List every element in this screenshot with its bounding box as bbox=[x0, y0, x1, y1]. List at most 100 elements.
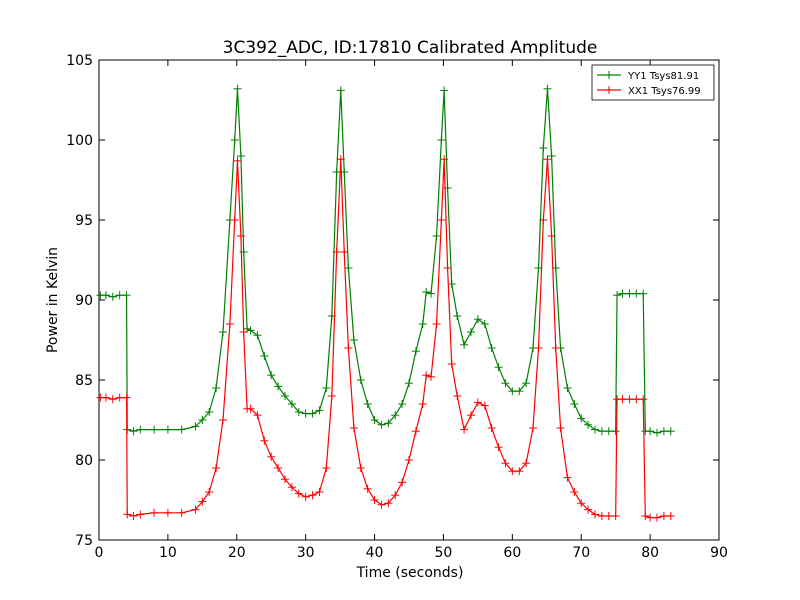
data-point-marker bbox=[212, 464, 221, 472]
data-point-marker bbox=[625, 289, 634, 298]
data-point-marker bbox=[177, 425, 186, 434]
data-point-marker bbox=[391, 491, 400, 500]
data-point-marker bbox=[570, 400, 579, 408]
data-point-marker bbox=[294, 489, 303, 498]
data-point-marker bbox=[494, 443, 503, 452]
data-point-marker bbox=[591, 510, 599, 519]
data-point-marker bbox=[473, 398, 482, 407]
y-tick-label: 100 bbox=[66, 133, 93, 149]
data-point-marker bbox=[440, 86, 449, 95]
data-point-marker bbox=[267, 371, 276, 380]
legend-entry: XX1 Tsys76.99 bbox=[597, 86, 701, 97]
data-point-marker bbox=[163, 508, 172, 517]
data-point-marker bbox=[122, 393, 131, 402]
data-point-marker bbox=[123, 510, 132, 519]
x-axis-ticks: 0 10 20 30 40 50 60 70 80 90 bbox=[95, 60, 728, 561]
data-point-marker bbox=[547, 152, 556, 160]
data-point-marker bbox=[239, 328, 248, 336]
data-point-marker bbox=[327, 392, 336, 400]
data-point-marker bbox=[212, 384, 221, 392]
data-point-marker bbox=[618, 289, 627, 298]
data-point-marker bbox=[543, 84, 552, 93]
legend: YY1 Tsys81.91 XX1 Tsys76.99 bbox=[591, 64, 715, 101]
data-point-marker bbox=[632, 289, 641, 298]
data-point-marker bbox=[370, 496, 379, 504]
data-point-marker bbox=[101, 291, 110, 300]
data-point-marker bbox=[246, 326, 255, 335]
data-point-marker bbox=[440, 155, 449, 164]
data-point-marker bbox=[422, 371, 431, 380]
data-point-marker bbox=[301, 409, 310, 418]
data-point-marker bbox=[287, 400, 296, 408]
data-point-marker bbox=[487, 344, 496, 352]
data-point-marker bbox=[233, 84, 242, 93]
data-point-marker bbox=[480, 320, 489, 328]
data-point-marker bbox=[529, 424, 537, 432]
data-point-marker bbox=[653, 513, 661, 522]
data-point-marker bbox=[370, 416, 379, 424]
x-tick-label: 80 bbox=[641, 545, 659, 561]
data-point-marker bbox=[418, 400, 427, 408]
data-point-marker bbox=[443, 264, 452, 272]
data-point-marker bbox=[243, 324, 252, 333]
data-point-marker bbox=[398, 478, 407, 487]
data-point-marker bbox=[432, 232, 441, 240]
data-point-marker bbox=[494, 363, 503, 372]
data-point-marker bbox=[205, 488, 214, 496]
data-point-marker bbox=[508, 467, 517, 476]
data-point-marker bbox=[539, 144, 548, 152]
data-point-marker bbox=[308, 409, 317, 418]
data-point-marker bbox=[543, 155, 552, 164]
y-tick-label: 105 bbox=[66, 53, 93, 69]
data-point-marker bbox=[301, 492, 310, 501]
data-point-marker bbox=[344, 344, 353, 352]
series-0 bbox=[96, 84, 675, 437]
data-point-marker bbox=[432, 320, 441, 328]
data-point-marker bbox=[501, 459, 510, 468]
data-point-marker bbox=[584, 505, 593, 514]
plot-area bbox=[96, 59, 720, 541]
data-point-marker bbox=[522, 379, 531, 388]
data-point-marker bbox=[198, 416, 207, 424]
data-point-marker bbox=[230, 136, 239, 144]
data-point-marker bbox=[363, 400, 372, 408]
data-point-marker bbox=[377, 420, 386, 429]
data-point-marker bbox=[597, 427, 606, 436]
data-point-marker bbox=[437, 136, 446, 144]
data-point-marker bbox=[225, 320, 234, 328]
data-point-marker bbox=[480, 401, 489, 410]
data-point-marker bbox=[281, 392, 289, 400]
data-point-marker bbox=[322, 464, 331, 472]
data-point-marker bbox=[115, 291, 124, 300]
data-point-marker bbox=[447, 360, 456, 368]
data-point-marker bbox=[349, 424, 358, 432]
data-point-marker bbox=[547, 232, 556, 240]
y-tick-label: 90 bbox=[75, 293, 93, 309]
x-axis-label: Time (seconds) bbox=[356, 565, 464, 581]
data-point-marker bbox=[639, 395, 648, 404]
data-point-marker bbox=[294, 408, 303, 416]
data-point-marker bbox=[405, 379, 413, 388]
data-point-marker bbox=[411, 347, 420, 356]
data-point-marker bbox=[236, 152, 245, 160]
y-tick-label: 75 bbox=[75, 533, 93, 549]
data-point-marker bbox=[384, 419, 393, 428]
data-point-marker bbox=[150, 508, 159, 517]
data-point-marker bbox=[604, 512, 613, 520]
data-point-marker bbox=[205, 408, 214, 416]
data-point-marker bbox=[618, 395, 627, 404]
data-point-marker bbox=[136, 510, 145, 519]
data-point-marker bbox=[604, 427, 613, 436]
data-point-marker bbox=[611, 512, 620, 520]
data-point-marker bbox=[487, 424, 496, 432]
data-point-marker bbox=[274, 464, 283, 472]
series-1 bbox=[96, 155, 675, 522]
x-tick-label: 70 bbox=[572, 545, 590, 561]
data-point-marker bbox=[122, 291, 131, 300]
data-point-marker bbox=[422, 288, 431, 296]
data-point-marker bbox=[551, 344, 560, 352]
data-point-marker bbox=[287, 483, 296, 492]
data-point-marker bbox=[591, 425, 599, 434]
data-point-marker bbox=[597, 512, 606, 520]
